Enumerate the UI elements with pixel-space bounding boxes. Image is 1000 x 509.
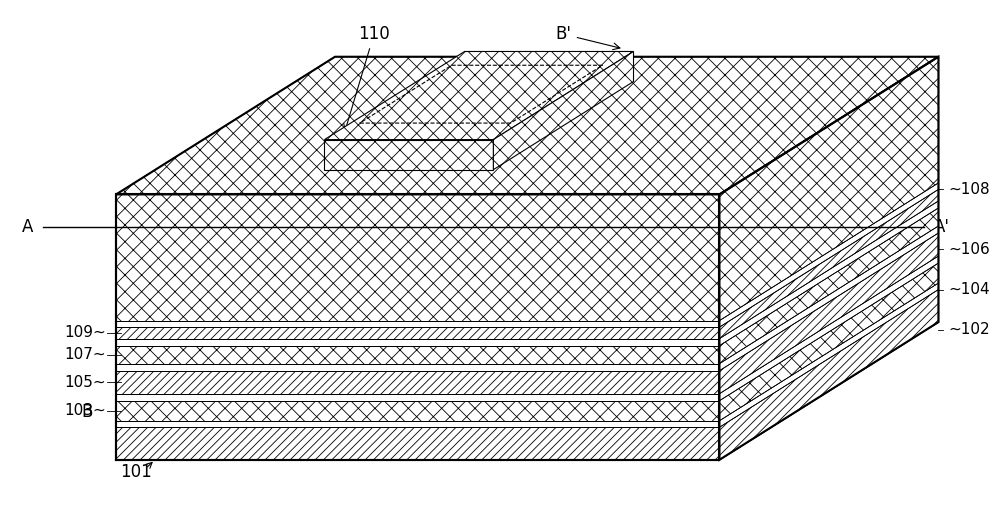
Text: 103~: 103~ <box>65 403 106 418</box>
Polygon shape <box>719 226 938 371</box>
Text: ~102: ~102 <box>948 322 990 337</box>
Polygon shape <box>719 56 938 460</box>
Polygon shape <box>719 290 938 460</box>
Polygon shape <box>719 283 938 427</box>
Polygon shape <box>324 51 634 139</box>
Polygon shape <box>116 393 719 401</box>
Polygon shape <box>116 346 719 363</box>
Polygon shape <box>116 427 719 460</box>
Polygon shape <box>719 233 938 393</box>
Polygon shape <box>719 201 938 346</box>
Polygon shape <box>116 56 938 194</box>
Text: 107~: 107~ <box>65 347 106 362</box>
Polygon shape <box>324 139 493 169</box>
Polygon shape <box>493 51 634 169</box>
Text: B: B <box>81 403 93 421</box>
Polygon shape <box>719 256 938 401</box>
Polygon shape <box>116 321 719 327</box>
Text: 110: 110 <box>344 25 390 131</box>
Text: ~104: ~104 <box>948 282 990 297</box>
Polygon shape <box>116 421 719 427</box>
Polygon shape <box>116 371 719 393</box>
Polygon shape <box>719 226 938 371</box>
Polygon shape <box>719 183 938 327</box>
Polygon shape <box>116 363 719 371</box>
Text: A': A' <box>934 218 950 236</box>
Polygon shape <box>719 283 938 427</box>
Text: ~106: ~106 <box>948 242 990 257</box>
Polygon shape <box>719 208 938 363</box>
Polygon shape <box>719 233 938 393</box>
Polygon shape <box>116 338 719 346</box>
Text: B': B' <box>556 25 620 50</box>
Polygon shape <box>719 263 938 421</box>
Polygon shape <box>719 56 938 321</box>
Polygon shape <box>116 327 719 338</box>
Polygon shape <box>719 189 938 338</box>
Polygon shape <box>719 290 938 460</box>
Polygon shape <box>116 401 719 421</box>
Text: 101: 101 <box>120 463 151 482</box>
Polygon shape <box>719 183 938 327</box>
Polygon shape <box>719 201 938 346</box>
Polygon shape <box>719 56 938 321</box>
Text: 105~: 105~ <box>65 375 106 390</box>
Polygon shape <box>719 256 938 401</box>
Polygon shape <box>116 194 719 321</box>
Polygon shape <box>719 189 938 338</box>
Polygon shape <box>719 208 938 363</box>
Text: ~108: ~108 <box>948 182 990 197</box>
Text: A: A <box>22 218 33 236</box>
Text: 109~: 109~ <box>65 325 106 340</box>
Polygon shape <box>719 263 938 421</box>
